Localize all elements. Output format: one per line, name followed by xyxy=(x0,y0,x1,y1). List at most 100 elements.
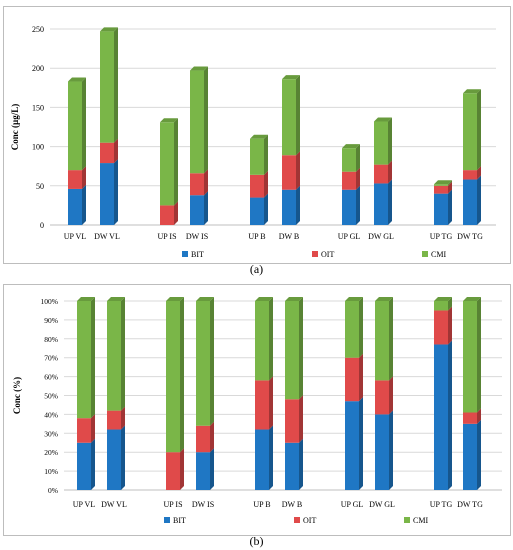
y-tick-label: 20% xyxy=(44,448,58,457)
bar-side-bit xyxy=(299,438,303,490)
bar-side-oit xyxy=(388,160,392,184)
bar-segment-bit xyxy=(282,189,296,225)
bar-top-cap xyxy=(463,89,481,94)
x-category-label: DW VL xyxy=(101,500,127,509)
chart-panel-a: 0 50 100 150 200 250 Conc (µg/L) UP VL DW VL UP I… xyxy=(3,6,511,276)
bar-segment-oit xyxy=(190,173,204,196)
bar-side-cmi xyxy=(296,75,300,156)
bar-segment-oit xyxy=(250,174,264,198)
bar-side-bit xyxy=(388,179,392,225)
chart-b: 0% 10% 20% 30% 40% 50% 60% 70% 80% 90% 100% Conc (%… xyxy=(12,297,502,525)
bar-side-bit xyxy=(210,448,214,490)
legend-swatch-oit xyxy=(312,251,318,257)
bar-top-cap xyxy=(345,297,363,301)
bar-segment-oit xyxy=(434,185,448,194)
legend-swatch-oit xyxy=(294,517,300,523)
bar-segment-oit xyxy=(68,170,82,189)
bar-side-oit xyxy=(477,166,481,180)
bar-segment-cmi xyxy=(196,301,210,426)
bar-side-cmi xyxy=(389,297,393,381)
bar-side-cmi xyxy=(359,297,363,358)
bar-top-cap xyxy=(160,118,178,123)
bar-segment-bit xyxy=(434,193,448,225)
bar-side-bit xyxy=(204,191,208,225)
bar-side-oit xyxy=(269,376,273,430)
x-category-label: DW B xyxy=(282,500,303,509)
bar-segment-cmi xyxy=(463,93,477,171)
bar-side-bit xyxy=(359,397,363,490)
bar-side-cmi xyxy=(448,297,452,311)
bar-top-cap xyxy=(190,66,208,71)
bar-segment-oit xyxy=(160,205,174,225)
bar-top-cap xyxy=(166,297,184,301)
x-category-label: UP IS xyxy=(163,500,182,509)
bar-side-bit xyxy=(121,425,125,490)
bar-side-bit xyxy=(82,184,86,225)
bar-segment-oit xyxy=(255,380,269,430)
bar-side-bit xyxy=(389,410,393,490)
legend-swatch-cmi xyxy=(404,517,410,523)
bar-side-cmi xyxy=(210,297,214,426)
x-category-label: UP B xyxy=(253,500,270,509)
legend-label-oit: OIT xyxy=(321,250,334,259)
bar-segment-oit xyxy=(166,452,180,490)
chart-frame-a: 0 50 100 150 200 250 Conc (µg/L) UP VL DW VL UP I… xyxy=(3,6,511,264)
bar-side-bit xyxy=(296,185,300,225)
bar-segment-bit xyxy=(374,183,388,225)
bar-side-oit xyxy=(114,138,118,164)
bar-segment-bit xyxy=(68,188,82,225)
legend-swatch-cmi xyxy=(422,251,428,257)
bar-side-cmi xyxy=(121,297,125,411)
bar-segment-bit xyxy=(375,414,389,490)
bar-side-oit xyxy=(389,376,393,415)
bar-side-cmi xyxy=(388,117,392,165)
y-tick-label: 200 xyxy=(32,64,44,73)
bar-segment-oit xyxy=(374,164,388,184)
bar-segment-bit xyxy=(434,344,448,490)
x-category-label: DW IS xyxy=(186,232,208,241)
bar-side-oit xyxy=(477,408,481,424)
bar-segment-oit xyxy=(434,310,448,345)
bar-side-cmi xyxy=(82,77,86,171)
y-tick-label: 100 xyxy=(32,143,44,152)
legend-label-cmi: CMI xyxy=(413,516,428,525)
x-category-label: UP TG xyxy=(430,500,453,509)
y-axis-label: Conc (%) xyxy=(12,377,22,414)
legend-label-oit: OIT xyxy=(303,516,316,525)
bar-top-cap xyxy=(282,75,300,80)
bar-side-cmi xyxy=(477,297,481,413)
bar-side-oit xyxy=(82,166,86,189)
x-category-label: DW TG xyxy=(457,500,483,509)
bar-segment-cmi xyxy=(160,122,174,206)
bar-side-cmi xyxy=(204,66,208,174)
bar-side-oit xyxy=(264,170,268,198)
y-tick-label: 100% xyxy=(41,297,59,306)
x-category-label: DW TG xyxy=(457,232,483,241)
bar-segment-cmi xyxy=(282,79,296,156)
x-category-label: DW IS xyxy=(192,500,214,509)
y-tick-label: 250 xyxy=(32,25,44,34)
bar-segment-cmi xyxy=(375,301,389,381)
bar-segment-bit xyxy=(196,452,210,490)
chart-a: 0 50 100 150 200 250 Conc (µg/L) UP VL DW VL UP I… xyxy=(10,25,496,259)
bar-side-bit xyxy=(477,175,481,225)
bar-side-cmi xyxy=(264,134,268,175)
x-category-label: UP B xyxy=(248,232,265,241)
bar-segment-bit xyxy=(100,163,114,225)
bar-side-cmi xyxy=(477,89,481,171)
bar-segment-oit xyxy=(282,155,296,190)
bar-side-oit xyxy=(121,406,125,430)
bar-segment-cmi xyxy=(434,301,448,311)
bar-side-cmi xyxy=(356,144,360,172)
bar-side-oit xyxy=(204,169,208,196)
legend-label-bit: BIT xyxy=(191,250,204,259)
bar-segment-cmi xyxy=(190,70,204,174)
bar-segment-bit xyxy=(345,401,359,490)
x-category-label: UP GL xyxy=(338,232,361,241)
x-category-label: UP VL xyxy=(73,500,96,509)
bar-segment-cmi xyxy=(255,301,269,381)
bar-side-oit xyxy=(91,414,95,443)
bar-segment-bit xyxy=(77,442,91,490)
bar-side-oit xyxy=(448,181,452,194)
bar-side-bit xyxy=(264,193,268,225)
